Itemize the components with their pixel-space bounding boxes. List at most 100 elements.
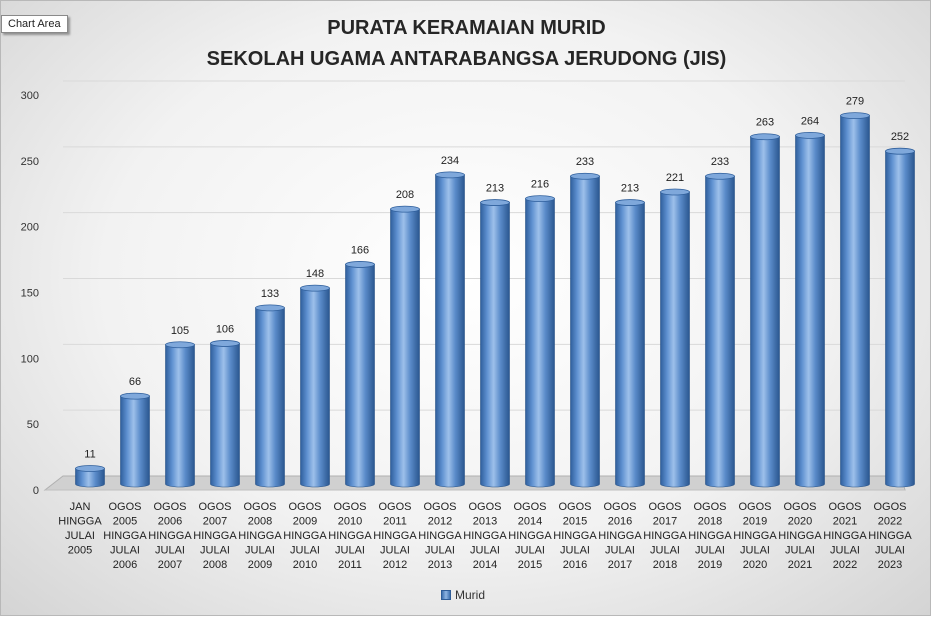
bar-body[interactable] — [795, 135, 825, 488]
bar[interactable] — [705, 172, 735, 488]
x-tick-label-line: JULAI — [740, 545, 770, 557]
bar-top[interactable] — [345, 261, 375, 268]
bar[interactable] — [660, 188, 690, 488]
x-tick-label: OGOS 2021 HINGGA JULAI 2022 — [823, 501, 867, 571]
x-tick-label-line: JULAI — [65, 530, 95, 542]
bar-body[interactable] — [255, 307, 285, 488]
x-tick-label-line: JULAI — [560, 545, 590, 557]
bar-top[interactable] — [210, 340, 240, 347]
bar-body[interactable] — [210, 343, 240, 488]
bar-body[interactable] — [435, 174, 465, 488]
bar-body[interactable] — [165, 344, 195, 488]
bar-top[interactable] — [840, 112, 870, 120]
x-tick-label-line: 2014 — [518, 516, 542, 528]
bar[interactable] — [615, 199, 645, 488]
data-label: 148 — [306, 268, 324, 280]
bar[interactable] — [750, 133, 780, 488]
data-label: 264 — [801, 115, 819, 127]
bar-top[interactable] — [120, 392, 150, 400]
bar[interactable] — [885, 147, 915, 488]
bar[interactable] — [840, 112, 870, 488]
data-label: 166 — [351, 244, 369, 256]
bar-body[interactable] — [525, 198, 555, 488]
bar-top[interactable] — [165, 341, 195, 349]
bar[interactable] — [525, 195, 555, 488]
bar-top[interactable] — [885, 147, 915, 155]
bar-top[interactable] — [750, 133, 780, 141]
bar-top[interactable] — [660, 188, 690, 196]
data-label: 213 — [486, 183, 504, 195]
bar[interactable] — [210, 340, 240, 488]
x-tick-label-line: JULAI — [200, 545, 230, 557]
x-tick-label: OGOS 2011 HINGGA JULAI 2012 — [373, 501, 417, 571]
x-tick-label-line: OGOS — [153, 501, 186, 513]
bar[interactable] — [255, 304, 285, 488]
x-tick-label-line: 2011 — [383, 516, 407, 528]
bar[interactable] — [75, 465, 105, 488]
x-tick-label-line: HINGGA — [868, 530, 912, 542]
x-tick-label-line: OGOS — [828, 501, 861, 513]
bar-top[interactable] — [705, 172, 735, 180]
bar[interactable] — [345, 261, 375, 488]
x-tick-label-line: 2015 — [518, 559, 542, 571]
bar-body[interactable] — [480, 202, 510, 488]
x-tick-label-line: JULAI — [875, 545, 905, 557]
bar-body[interactable] — [345, 264, 375, 488]
bar[interactable] — [570, 172, 600, 488]
bar-body[interactable] — [840, 115, 870, 488]
x-tick-label: OGOS 2007 HINGGA JULAI 2008 — [193, 501, 237, 571]
chart-title: PURATA KERAMAIAN MURID — [327, 17, 606, 39]
x-tick-label-line: 2008 — [203, 559, 227, 571]
bar-body[interactable] — [705, 175, 735, 488]
x-tick-label-line: HINGGA — [193, 530, 237, 542]
bar-top[interactable] — [525, 195, 555, 203]
x-tick-label-line: JULAI — [155, 545, 185, 557]
x-tick-label: OGOS 2008 HINGGA JULAI 2009 — [238, 501, 282, 571]
data-label: 11 — [84, 449, 95, 461]
x-tick-label-line: 2006 — [158, 516, 182, 528]
bar[interactable] — [120, 392, 150, 488]
bar-top[interactable] — [435, 171, 465, 179]
bar-body[interactable] — [615, 202, 645, 488]
bar-top[interactable] — [570, 172, 600, 180]
bar-top[interactable] — [615, 199, 645, 206]
bar-body[interactable] — [390, 208, 420, 488]
x-tick-label: OGOS 2022 HINGGA JULAI 2023 — [868, 501, 912, 571]
bar[interactable] — [795, 131, 825, 488]
x-tick-label-line: OGOS — [288, 501, 321, 513]
y-tick-label: 200 — [21, 222, 39, 234]
x-tick-label-line: OGOS — [198, 501, 231, 513]
bar[interactable] — [165, 341, 195, 488]
x-tick-label-line: HINGGA — [688, 530, 732, 542]
bar-body[interactable] — [570, 175, 600, 488]
bar-body[interactable] — [660, 191, 690, 488]
y-tick-label: 150 — [21, 288, 39, 300]
bar-top[interactable] — [255, 304, 285, 312]
bar[interactable] — [300, 284, 330, 488]
bar-body[interactable] — [120, 395, 150, 488]
x-tick-label-line: 2005 — [68, 545, 92, 557]
bar[interactable] — [390, 205, 420, 488]
legend[interactable]: Murid — [441, 588, 485, 602]
bar-top[interactable] — [75, 465, 105, 472]
chart-subtitle: SEKOLAH UGAMA ANTARABANGSA JERUDONG (JIS… — [206, 48, 727, 70]
x-tick-label-line: HINGGA — [598, 530, 642, 542]
bar[interactable] — [435, 171, 465, 488]
x-tick-label: OGOS 2012 HINGGA JULAI 2013 — [418, 501, 462, 571]
bar-top[interactable] — [480, 199, 510, 206]
bar-body[interactable] — [885, 150, 915, 488]
bar-body[interactable] — [300, 287, 330, 488]
x-tick-label-line: OGOS — [243, 501, 276, 513]
x-tick-label: OGOS 2014 HINGGA JULAI 2015 — [508, 501, 552, 571]
bar-top[interactable] — [390, 205, 420, 213]
x-tick-label-line: HINGGA — [643, 530, 687, 542]
bar-body[interactable] — [750, 136, 780, 488]
bar-top[interactable] — [300, 284, 330, 292]
legend-swatch — [441, 590, 451, 600]
x-tick-label-line: 2023 — [878, 559, 902, 571]
bar[interactable] — [480, 199, 510, 488]
bar-top[interactable] — [795, 131, 825, 139]
bar-body[interactable] — [75, 468, 105, 488]
